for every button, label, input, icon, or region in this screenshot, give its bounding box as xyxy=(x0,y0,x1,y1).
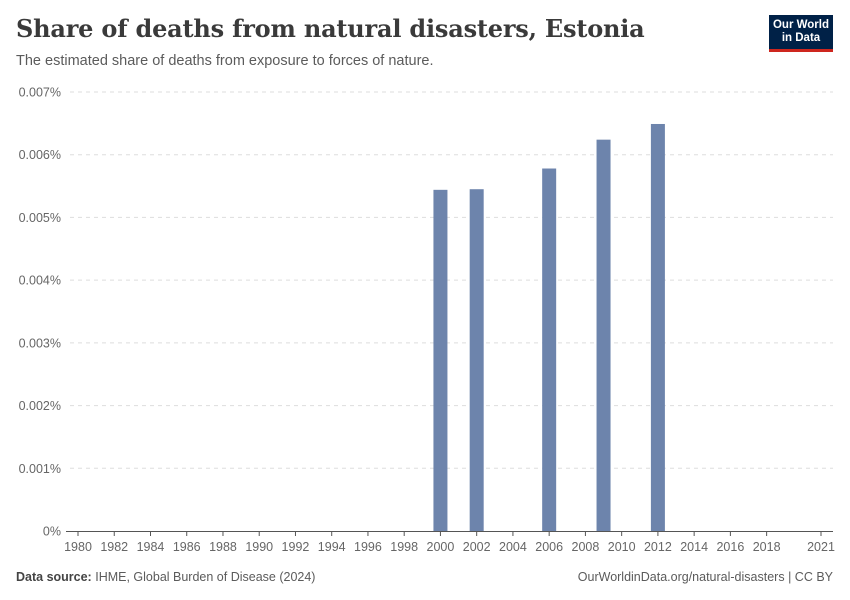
chart-subtitle: The estimated share of deaths from expos… xyxy=(16,53,434,69)
gridlines xyxy=(70,91,833,469)
y-tick-label: 0% xyxy=(43,525,61,539)
x-tick-label: 1996 xyxy=(354,540,382,554)
y-tick-label: 0.003% xyxy=(19,336,61,350)
bar-2012 xyxy=(650,123,665,531)
owid-logo[interactable]: Our World in Data xyxy=(769,15,833,52)
x-tick-label: 2008 xyxy=(572,540,600,554)
license-link[interactable]: CC BY xyxy=(794,570,833,584)
data-source: Data source: IHME, Global Burden of Dise… xyxy=(16,570,315,584)
x-tick-label: 2010 xyxy=(608,540,636,554)
y-tick-label: 0.007% xyxy=(19,86,61,100)
x-tick-label: 2002 xyxy=(463,540,491,554)
x-tick-label: 2012 xyxy=(644,540,672,554)
x-tick-label: 1980 xyxy=(64,540,92,554)
y-tick-label: 0.006% xyxy=(19,148,61,162)
x-tick-label: 1998 xyxy=(390,540,418,554)
bar-2006 xyxy=(542,168,557,532)
x-tick-label: 1986 xyxy=(173,540,201,554)
bar-2009 xyxy=(596,139,611,532)
chart-title: Share of deaths from natural disasters, … xyxy=(16,14,645,43)
bar-2002 xyxy=(469,189,484,531)
footer-links: OurWorldinData.org/natural-disasters | C… xyxy=(578,570,833,584)
source-label: Data source: xyxy=(16,570,92,584)
x-tick-label: 1982 xyxy=(100,540,128,554)
x-tick-label: 2006 xyxy=(535,540,563,554)
x-tick-label: 1984 xyxy=(137,540,165,554)
x-tick-label: 2021 xyxy=(807,540,835,554)
x-tick-label: 2000 xyxy=(427,540,455,554)
y-tick-label: 0.005% xyxy=(19,211,61,225)
footer-separator: | xyxy=(784,570,795,584)
x-tick-label: 2014 xyxy=(680,540,708,554)
x-tick-label: 2004 xyxy=(499,540,527,554)
x-tick-label: 1992 xyxy=(282,540,310,554)
x-tick-label: 1994 xyxy=(318,540,346,554)
x-tick-label: 1988 xyxy=(209,540,237,554)
y-tick-label: 0.002% xyxy=(19,399,61,413)
x-tick-label: 1990 xyxy=(245,540,273,554)
y-tick-label: 0.001% xyxy=(19,462,61,476)
x-tick-label: 2018 xyxy=(753,540,781,554)
logo-line-1: Our World xyxy=(772,19,829,31)
bar-2000 xyxy=(433,189,448,531)
y-tick-label: 0.004% xyxy=(19,274,61,288)
source-text: IHME, Global Burden of Disease (2024) xyxy=(95,570,316,584)
bars xyxy=(433,123,665,532)
source-url-link[interactable]: OurWorldinData.org/natural-disasters xyxy=(577,570,785,584)
x-tick-label: 2016 xyxy=(716,540,744,554)
logo-line-2: in Data xyxy=(781,32,821,44)
axes: 0% 0.001% 0.002% 0.003% 0.004% 0.005% 0.006% 0.… xyxy=(19,86,835,555)
